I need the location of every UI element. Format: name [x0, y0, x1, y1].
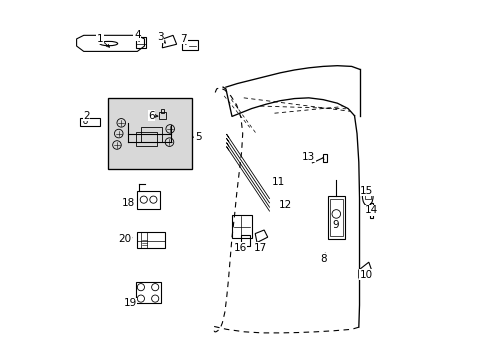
Bar	[323, 154, 326, 162]
Text: 9: 9	[332, 220, 338, 230]
Text: 5: 5	[194, 132, 201, 142]
Text: 3: 3	[157, 32, 163, 42]
Text: 1: 1	[96, 34, 103, 44]
Bar	[328, 196, 344, 239]
Text: 11: 11	[271, 177, 285, 187]
Text: 18: 18	[122, 198, 135, 208]
Bar	[369, 203, 372, 217]
Text: 17: 17	[253, 243, 266, 253]
Text: 19: 19	[123, 298, 137, 308]
Text: 4: 4	[134, 30, 141, 40]
Bar	[136, 191, 160, 208]
Bar	[241, 235, 249, 246]
Text: 15: 15	[359, 186, 372, 196]
Text: 2: 2	[83, 111, 90, 121]
Text: 12: 12	[278, 200, 292, 210]
Text: 7: 7	[180, 34, 187, 44]
FancyBboxPatch shape	[108, 98, 192, 169]
Bar	[141, 127, 162, 142]
Bar	[135, 132, 157, 146]
Bar	[136, 232, 165, 248]
Text: 14: 14	[364, 205, 377, 215]
Bar	[365, 190, 370, 199]
Text: 13: 13	[302, 152, 315, 162]
Text: 20: 20	[118, 234, 131, 244]
Bar	[160, 109, 164, 113]
Bar	[329, 199, 342, 236]
Text: 8: 8	[319, 253, 325, 264]
Bar	[231, 215, 251, 238]
Text: 6: 6	[148, 111, 155, 121]
Bar	[159, 112, 165, 118]
Text: 16: 16	[233, 243, 246, 253]
Text: 10: 10	[359, 270, 372, 280]
